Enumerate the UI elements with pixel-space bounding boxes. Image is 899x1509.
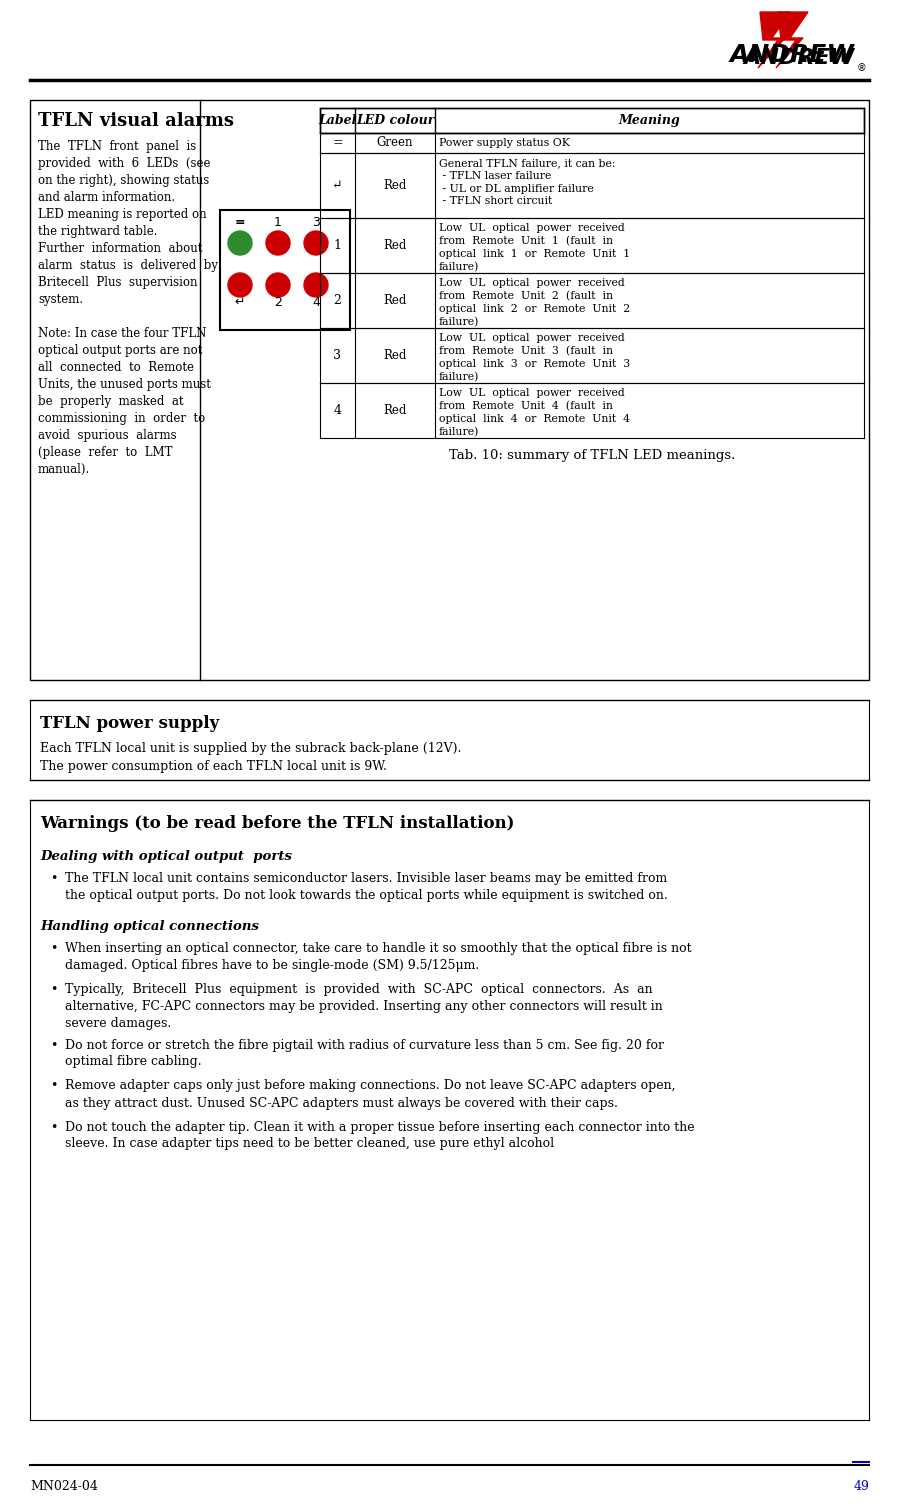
Text: Do not force or stretch the fibre pigtail with radius of curvature less than 5 c: Do not force or stretch the fibre pigtai… bbox=[65, 1038, 664, 1068]
Circle shape bbox=[266, 273, 290, 297]
Text: 1: 1 bbox=[274, 216, 282, 229]
Text: Low  UL  optical  power  received
from  Remote  Unit  4  (fault  in
optical  lin: Low UL optical power received from Remot… bbox=[439, 388, 630, 438]
Text: Dealing with optical output  ports: Dealing with optical output ports bbox=[40, 850, 292, 863]
Text: General TFLN failure, it can be:
 - TFLN laser failure
 - UL or DL amplifier fai: General TFLN failure, it can be: - TFLN … bbox=[439, 158, 616, 207]
Text: •: • bbox=[50, 982, 58, 996]
Text: Each TFLN local unit is supplied by the subrack back-plane (12V).
The power cons: Each TFLN local unit is supplied by the … bbox=[40, 742, 461, 773]
Circle shape bbox=[304, 273, 328, 297]
Text: Red: Red bbox=[383, 180, 406, 192]
Text: 4: 4 bbox=[312, 296, 320, 308]
Text: Tab. 10: summary of TFLN LED meanings.: Tab. 10: summary of TFLN LED meanings. bbox=[449, 450, 735, 462]
Text: Green: Green bbox=[377, 136, 414, 149]
Text: ↵: ↵ bbox=[333, 180, 343, 192]
Text: =: = bbox=[333, 136, 343, 149]
Circle shape bbox=[228, 231, 252, 255]
Text: Do not touch the adapter tip. Clean it with a proper tissue before inserting eac: Do not touch the adapter tip. Clean it w… bbox=[65, 1121, 695, 1150]
Text: ↵: ↵ bbox=[235, 296, 245, 308]
Text: Typically,  Britecell  Plus  equipment  is  provided  with  SC-APC  optical  con: Typically, Britecell Plus equipment is p… bbox=[65, 982, 663, 1031]
Bar bbox=[320, 109, 864, 133]
Text: Handling optical connections: Handling optical connections bbox=[40, 920, 259, 933]
Text: Low  UL  optical  power  received
from  Remote  Unit  1  (fault  in
optical  lin: Low UL optical power received from Remot… bbox=[439, 223, 630, 272]
Text: 49: 49 bbox=[853, 1480, 869, 1492]
Text: TFLN power supply: TFLN power supply bbox=[40, 715, 219, 732]
Text: •: • bbox=[50, 872, 58, 884]
Text: •: • bbox=[50, 1121, 58, 1133]
Text: Label: Label bbox=[318, 115, 357, 127]
Text: Low  UL  optical  power  received
from  Remote  Unit  3  (fault  in
optical  lin: Low UL optical power received from Remot… bbox=[439, 333, 630, 382]
Text: The  TFLN  front  panel  is
provided  with  6  LEDs  (see
on the right), showing: The TFLN front panel is provided with 6 … bbox=[38, 140, 218, 475]
Text: LED colour: LED colour bbox=[356, 115, 434, 127]
Text: Red: Red bbox=[383, 349, 406, 362]
Text: When inserting an optical connector, take care to handle it so smoothly that the: When inserting an optical connector, tak… bbox=[65, 942, 691, 972]
Text: Low  UL  optical  power  received
from  Remote  Unit  2  (fault  in
optical  lin: Low UL optical power received from Remot… bbox=[439, 278, 630, 327]
Text: ®: ® bbox=[857, 63, 867, 72]
Text: 1: 1 bbox=[334, 238, 342, 252]
Text: The TFLN local unit contains semiconductor lasers. Invisible laser beams may be : The TFLN local unit contains semiconduct… bbox=[65, 872, 668, 902]
Text: MN024-04: MN024-04 bbox=[30, 1480, 98, 1492]
Circle shape bbox=[228, 273, 252, 297]
Text: Red: Red bbox=[383, 238, 406, 252]
Text: ANDREW: ANDREW bbox=[730, 42, 855, 66]
Text: Red: Red bbox=[383, 404, 406, 416]
Text: Red: Red bbox=[383, 294, 406, 306]
Text: ANDREW: ANDREW bbox=[743, 48, 855, 68]
Bar bbox=[30, 100, 869, 681]
Text: TFLN visual alarms: TFLN visual alarms bbox=[38, 112, 234, 130]
Text: •: • bbox=[50, 942, 58, 955]
Text: Remove adapter caps only just before making connections. Do not leave SC-APC ada: Remove adapter caps only just before mak… bbox=[65, 1079, 675, 1109]
Circle shape bbox=[304, 231, 328, 255]
Text: Power supply status OK: Power supply status OK bbox=[439, 137, 570, 148]
Circle shape bbox=[266, 231, 290, 255]
Text: 4: 4 bbox=[334, 404, 342, 416]
Text: •: • bbox=[50, 1038, 58, 1052]
Polygon shape bbox=[776, 12, 808, 68]
Text: Meaning: Meaning bbox=[619, 115, 681, 127]
Text: =: = bbox=[235, 216, 245, 229]
Text: 2: 2 bbox=[274, 296, 282, 308]
Text: •: • bbox=[50, 1079, 58, 1093]
Polygon shape bbox=[758, 12, 790, 68]
Text: 3: 3 bbox=[334, 349, 342, 362]
Text: 3: 3 bbox=[312, 216, 320, 229]
Bar bbox=[220, 210, 350, 330]
Text: Warnings (to be read before the TFLN installation): Warnings (to be read before the TFLN ins… bbox=[40, 815, 514, 831]
Text: 2: 2 bbox=[334, 294, 342, 306]
